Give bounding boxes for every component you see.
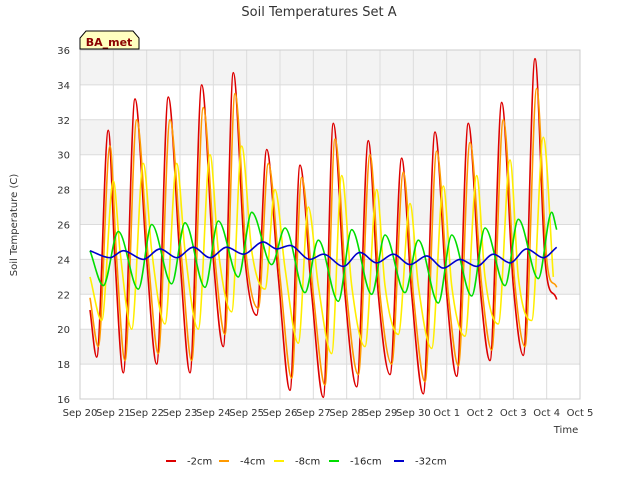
- y-tick-label: 22: [57, 290, 70, 301]
- legend-label: -2cm: [187, 457, 212, 468]
- x-tick-label: Sep 21: [96, 408, 131, 419]
- y-tick-label: 20: [57, 325, 70, 336]
- x-axis-title: Time: [553, 425, 578, 436]
- x-tick-label: Oct 3: [500, 408, 527, 419]
- y-tick-label: 18: [57, 360, 70, 371]
- y-tick-label: 28: [57, 186, 70, 197]
- y-tick-label: 16: [57, 395, 70, 406]
- legend-label: -4cm: [240, 457, 265, 468]
- series-line-8cm: [89, 136, 555, 355]
- legend-label: -32cm: [415, 457, 447, 468]
- y-tick-label: 36: [57, 46, 70, 57]
- y-tick-label: 34: [57, 81, 70, 92]
- x-tick-label: Sep 28: [329, 408, 364, 419]
- x-tick-label: Oct 1: [433, 408, 460, 419]
- background-band: [80, 50, 580, 85]
- station-badge: BA_met: [79, 30, 140, 50]
- legend: -2cm -4cm -8cm -16cm -32cm: [166, 457, 447, 468]
- background-band: [80, 294, 580, 330]
- plot-frame: [79, 49, 581, 400]
- legend-label: -8cm: [295, 457, 320, 468]
- x-tick-label: Sep 30: [396, 408, 431, 419]
- series-lines: [89, 57, 558, 399]
- x-tick-label: Sep 26: [263, 408, 298, 419]
- series-line-2cm: [89, 57, 558, 399]
- y-tick-label: 30: [57, 151, 70, 162]
- x-tick-label: Sep 24: [196, 408, 231, 419]
- y-tick-label: 26: [57, 221, 70, 232]
- y-tick-label: 32: [57, 116, 70, 127]
- x-tick-label: Oct 4: [533, 408, 560, 419]
- y-axis-ticks: 16 18 20 22 24 26 28 30 32 34 36: [57, 46, 70, 406]
- x-tick-label: Sep 22: [129, 408, 164, 419]
- x-tick-label: Oct 5: [567, 408, 594, 419]
- legend-label: -16cm: [350, 457, 382, 468]
- y-axis-title: Soil Temperature (C): [9, 174, 20, 277]
- y-tick-label: 24: [57, 255, 70, 266]
- x-tick-label: Sep 29: [363, 408, 398, 419]
- background-band: [80, 329, 580, 365]
- x-tick-label: Sep 20: [63, 408, 98, 419]
- x-tick-label: Sep 25: [229, 408, 264, 419]
- badge-label: BA_met: [86, 36, 133, 49]
- series-line-32cm: [89, 241, 558, 269]
- background-band: [80, 119, 580, 155]
- x-tick-label: Oct 2: [467, 408, 494, 419]
- chart-title: Soil Temperatures Set A: [241, 5, 396, 20]
- series-line-16cm: [89, 211, 558, 304]
- background-band: [80, 364, 580, 399]
- x-tick-label: Sep 23: [163, 408, 198, 419]
- background-band: [80, 84, 580, 120]
- x-tick-label: Sep 27: [296, 408, 331, 419]
- badge-shape: [79, 30, 140, 50]
